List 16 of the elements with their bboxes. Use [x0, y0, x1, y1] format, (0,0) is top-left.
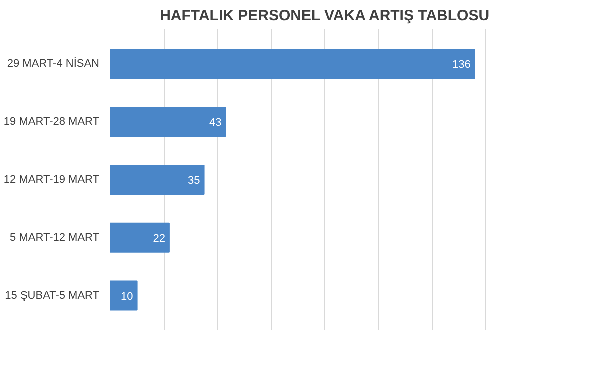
bar [110, 165, 205, 195]
chart-title: HAFTALIK PERSONEL VAKA ARTIŞ TABLOSU [160, 8, 490, 24]
bar [110, 280, 138, 311]
y-tick-label: 19 MART-28 MART [4, 116, 100, 128]
bar [110, 222, 170, 253]
data-label: 35 [188, 175, 200, 187]
bar [110, 49, 476, 80]
data-label: 10 [121, 290, 134, 303]
data-label: 43 [209, 117, 222, 130]
y-tick-label: 5 MART-12 MART [10, 232, 100, 244]
y-tick-label: 15 ŞUBAT-5 MART [5, 290, 100, 302]
data-label: 22 [153, 232, 166, 245]
y-tick-label: 12 MART-19 MART [4, 174, 100, 186]
data-label: 136 [452, 59, 471, 72]
y-tick-label: 29 MART-4 NİSAN [7, 57, 100, 70]
bar [110, 107, 226, 138]
